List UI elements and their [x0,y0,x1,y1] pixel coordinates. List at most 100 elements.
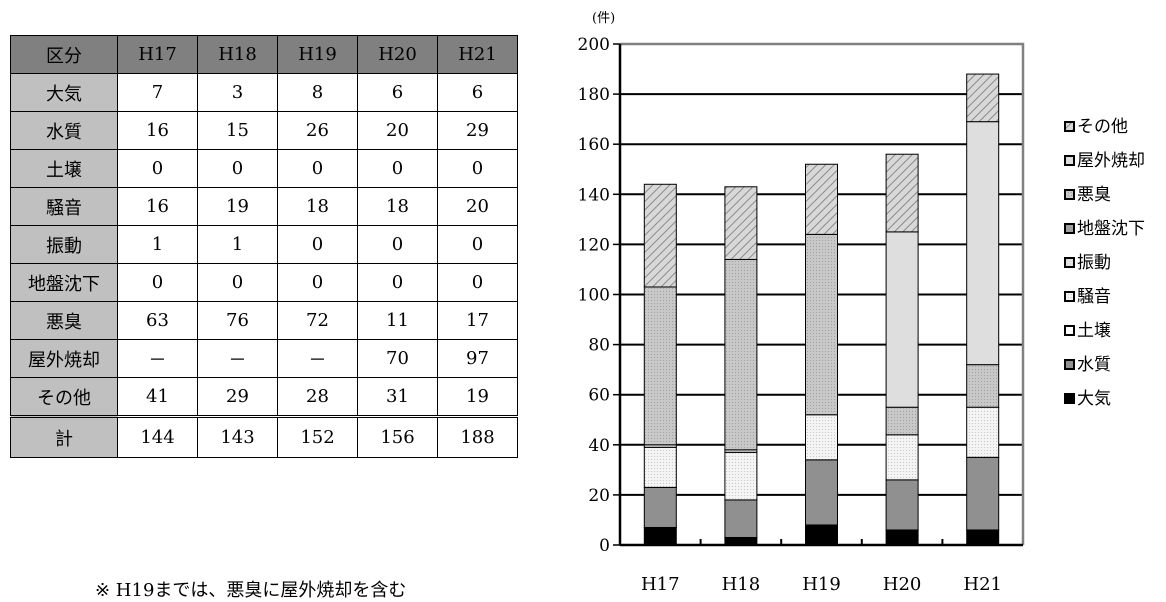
legend-swatch [1064,325,1075,336]
table-cell: 0 [437,149,518,188]
table-cell: 26 [277,111,358,150]
bar-segment-4 [885,434,919,481]
y-tick-label: 60 [588,386,610,406]
bar-segment-1 [966,529,1000,546]
table-cell: 31 [357,377,438,417]
table-cell: 29 [437,111,518,150]
total-label: 計 [10,415,118,458]
x-tick-label: H19 [802,574,841,595]
y-tick-label: 0 [599,536,610,556]
table-cell: 72 [277,301,358,340]
bar-segment-8 [885,231,919,408]
bar-segment-4 [643,446,677,488]
table-cell: － [277,339,358,378]
table-cell: 6 [357,73,438,112]
bar-segment-7 [805,233,838,416]
legend-swatch [1064,291,1075,302]
header-year: H17 [117,35,198,74]
bar-segment-2 [805,459,838,526]
table-cell: 97 [437,339,518,378]
table-row: 騒音 16 19 18 18 20 [10,187,518,226]
row-label: 地盤沈下 [10,263,118,302]
table-cell: 0 [357,149,438,188]
bar-segment-2 [724,499,758,538]
row-label: 振動 [10,225,118,264]
table-row: 水質 16 15 26 20 29 [10,111,518,150]
complaints-table: 区分 H17 H18 H19 H20 H21 大気 7 3 8 6 6 水質 1… [10,35,518,458]
table-row: その他 41 29 28 31 19 [10,377,518,417]
table-cell: － [197,339,278,378]
table-row: 大気 7 3 8 6 6 [10,73,518,112]
legend-label: 大気 [1077,389,1111,409]
table-cell: 0 [277,149,358,188]
table-cell: 70 [357,339,438,378]
bars [643,73,1000,546]
x-tick-label: H20 [883,574,922,595]
footnote: ※ H19までは、悪臭に屋外焼却を含む [95,580,407,601]
table-total-row: 計 144 143 152 156 188 [10,415,518,458]
table-cell: 16 [117,111,198,150]
bar-segment-4 [966,406,1000,458]
y-tick-label: 40 [588,436,610,456]
y-tick-label: 200 [578,35,610,55]
bar-segment-9 [885,153,919,233]
legend-swatch [1064,393,1075,404]
legend-label: 悪臭 [1077,185,1111,205]
bar-segment-2 [643,486,677,528]
row-label: 悪臭 [10,301,118,340]
axes: 0 20 40 60 80 100 120 140 160 180 200 (件) H17 H18 H19 H… [578,11,1025,595]
bar-segment-8 [966,121,1000,366]
total-cell: 156 [357,415,438,458]
legend-swatch [1064,155,1075,166]
legend-label: 騒音 [1077,287,1111,307]
table-cell: 0 [197,263,278,302]
table-row: 悪臭 63 76 72 11 17 [10,301,518,340]
bar-segment-9 [805,163,838,235]
y-tick-label: 180 [578,85,610,105]
table-cell: 8 [277,73,358,112]
table-cell: 6 [437,73,518,112]
y-tick-label: 160 [578,135,610,155]
table-cell: 18 [357,187,438,226]
legend-label: 振動 [1077,253,1111,273]
table-cell: 19 [197,187,278,226]
bar-segment-7 [724,258,758,451]
bar-segment-4 [805,414,838,461]
table-cell: 0 [357,225,438,264]
table-row: 地盤沈下 0 0 0 0 0 [10,263,518,302]
table-cell: 1 [117,225,198,264]
table-cell: 41 [117,377,198,417]
header-year: H18 [197,35,278,74]
header-year: H21 [437,35,518,74]
legend-swatch [1064,189,1075,200]
table-cell: 19 [437,377,518,417]
table-cell: 76 [197,301,278,340]
legend-swatch [1064,257,1075,268]
legend-label: 水質 [1077,355,1111,375]
table-cell: 11 [357,301,438,340]
y-tick-label: 120 [578,235,610,255]
total-cell: 143 [197,415,278,458]
row-label: 騒音 [10,187,118,226]
table-cell: 16 [117,187,198,226]
row-label: 屋外焼却 [10,339,118,378]
stacked-bar-chart: 0 20 40 60 80 100 120 140 160 180 200 (件) H17 H18 H19 H… [578,11,1145,595]
legend-label: その他 [1077,117,1128,137]
table-cell: 0 [437,263,518,302]
table-cell: 3 [197,73,278,112]
header-category: 区分 [10,35,118,74]
table-cell: 63 [117,301,198,340]
bar-segment-9 [724,186,758,260]
x-tick-label: H18 [722,574,761,595]
header-year: H20 [357,35,438,74]
x-tick-label: H17 [641,574,680,595]
table-header-row: 区分 H17 H18 H19 H20 H21 [10,35,518,74]
total-cell: 144 [117,415,198,458]
row-label: その他 [10,377,118,417]
y-unit-label: (件) [592,11,615,26]
x-tick-label: H21 [963,574,1002,595]
total-cell: 152 [277,415,358,458]
table-cell: － [117,339,198,378]
table-cell: 0 [117,149,198,188]
